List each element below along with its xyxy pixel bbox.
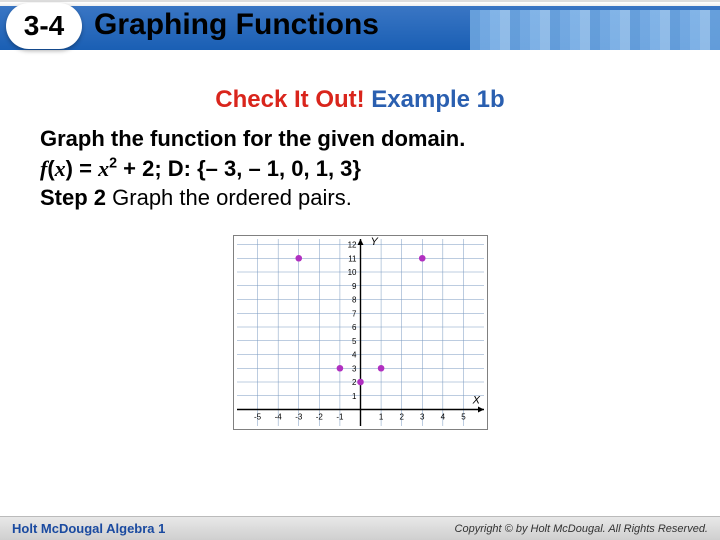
footer-textbook: Holt McDougal Algebra 1 bbox=[12, 521, 165, 536]
prompt-line: Graph the function for the given domain. bbox=[40, 124, 680, 154]
subheading-blue: Example 1b bbox=[371, 86, 504, 113]
slide-header: 3-4 Graphing Functions bbox=[0, 0, 720, 58]
svg-text:4: 4 bbox=[440, 413, 445, 422]
svg-text:1: 1 bbox=[352, 392, 357, 401]
svg-text:2: 2 bbox=[399, 413, 404, 422]
svg-text:11: 11 bbox=[348, 254, 357, 263]
svg-text:Y: Y bbox=[370, 236, 378, 248]
svg-text:5: 5 bbox=[461, 413, 466, 422]
svg-text:12: 12 bbox=[347, 241, 356, 250]
fn-exponent: 2 bbox=[109, 155, 117, 171]
fn-eq: = bbox=[73, 156, 98, 181]
svg-text:10: 10 bbox=[347, 268, 356, 277]
step-line: Step 2 Graph the ordered pairs. bbox=[40, 183, 680, 213]
svg-text:7: 7 bbox=[352, 309, 357, 318]
section-title: Graphing Functions bbox=[94, 8, 379, 42]
svg-text:-5: -5 bbox=[254, 413, 262, 422]
fn-var-x: x bbox=[55, 156, 66, 181]
step-text: Graph the ordered pairs. bbox=[106, 185, 352, 210]
section-number: 3-4 bbox=[6, 3, 82, 49]
subheading-red: Check It Out! bbox=[215, 86, 364, 113]
step-label: Step 2 bbox=[40, 185, 106, 210]
svg-text:8: 8 bbox=[352, 296, 357, 305]
footer: Holt McDougal Algebra 1 Copyright © by H… bbox=[0, 516, 720, 540]
svg-text:3: 3 bbox=[420, 413, 425, 422]
chart-container: -5-4-3-2-112345123456789101112XY bbox=[0, 235, 720, 430]
fn-tail: + 2; D: {– 3, – 1, 0, 1, 3} bbox=[117, 156, 361, 181]
svg-text:-2: -2 bbox=[315, 413, 323, 422]
svg-text:3: 3 bbox=[352, 364, 357, 373]
scatter-chart: -5-4-3-2-112345123456789101112XY bbox=[233, 235, 488, 430]
svg-text:5: 5 bbox=[352, 337, 357, 346]
svg-text:6: 6 bbox=[352, 323, 357, 332]
fn-paren-close: ) bbox=[66, 156, 73, 181]
svg-text:-3: -3 bbox=[295, 413, 303, 422]
header-tiles bbox=[470, 10, 720, 50]
svg-text:X: X bbox=[471, 395, 480, 407]
function-line: f(x) = x2 + 2; D: {– 3, – 1, 0, 1, 3} bbox=[40, 154, 680, 184]
footer-copyright: Copyright © by Holt McDougal. All Rights… bbox=[455, 523, 708, 535]
subheading: Check It Out! Example 1b bbox=[0, 86, 720, 114]
svg-text:2: 2 bbox=[352, 378, 357, 387]
fn-paren-open: ( bbox=[47, 156, 54, 181]
content-block: Graph the function for the given domain.… bbox=[40, 124, 680, 213]
svg-text:9: 9 bbox=[352, 282, 357, 291]
svg-text:1: 1 bbox=[378, 413, 383, 422]
svg-text:-4: -4 bbox=[274, 413, 282, 422]
svg-text:-1: -1 bbox=[336, 413, 344, 422]
svg-text:4: 4 bbox=[352, 351, 357, 360]
fn-var-x2: x bbox=[98, 156, 109, 181]
